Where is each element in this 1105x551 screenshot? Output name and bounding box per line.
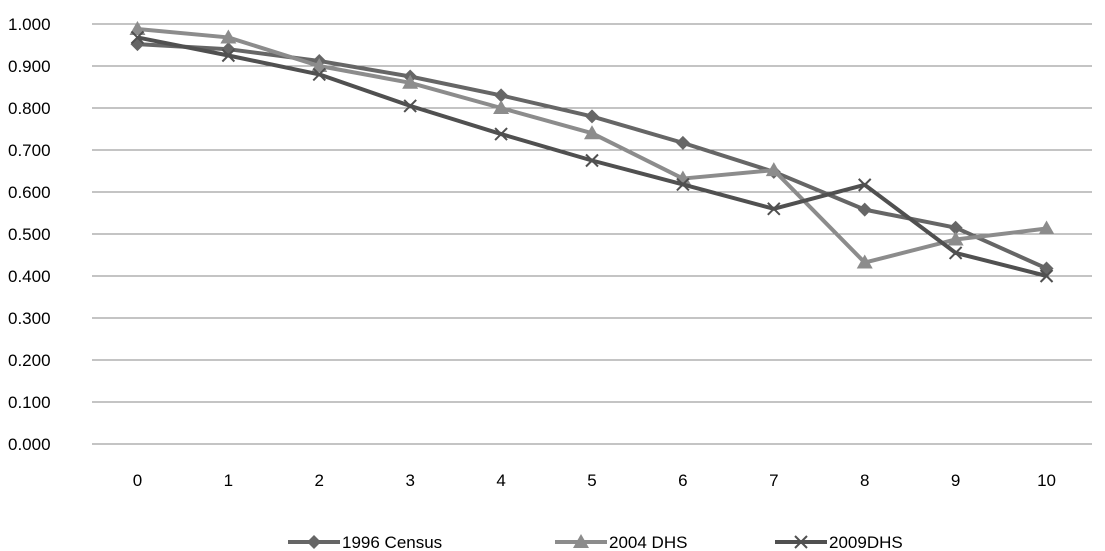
x-tick-label: 9 xyxy=(951,471,960,490)
x-tick-label: 8 xyxy=(860,471,869,490)
x-tick-label: 2 xyxy=(315,471,324,490)
data-point xyxy=(765,162,782,177)
y-tick-label: 0.000 xyxy=(8,435,51,454)
series-2004-dhs xyxy=(129,21,1055,269)
data-point xyxy=(858,178,872,192)
y-tick-label: 0.400 xyxy=(8,267,51,286)
x-tick-label: 3 xyxy=(405,471,414,490)
legend-item: 2009DHS xyxy=(775,533,903,551)
y-tick-label: 0.300 xyxy=(8,309,51,328)
x-tick-label: 5 xyxy=(587,471,596,490)
legend-label: 2004 DHS xyxy=(609,533,687,551)
series-1996-census xyxy=(130,37,1054,276)
data-point xyxy=(129,21,146,36)
data-point xyxy=(948,220,963,235)
x-tick-label: 10 xyxy=(1037,471,1056,490)
y-tick-label: 0.800 xyxy=(8,99,51,118)
y-tick-label: 0.500 xyxy=(8,225,51,244)
legend-label: 2009DHS xyxy=(829,533,903,551)
legend: 1996 Census 2004 DHS 2009DHS xyxy=(288,533,903,551)
y-tick-label: 1.000 xyxy=(8,15,51,34)
legend-marker xyxy=(307,535,321,549)
data-point xyxy=(676,177,690,192)
data-point xyxy=(767,202,781,216)
data-point xyxy=(494,127,508,141)
y-tick-label: 0.600 xyxy=(8,183,51,202)
data-point xyxy=(675,135,690,150)
data-point xyxy=(403,99,417,113)
series-lines xyxy=(129,21,1055,283)
data-point xyxy=(584,125,600,140)
data-point xyxy=(1038,220,1055,235)
data-point xyxy=(857,202,872,217)
legend-item: 1996 Census xyxy=(288,533,442,551)
series-line xyxy=(137,42,1048,271)
gridlines xyxy=(92,23,1092,445)
data-point xyxy=(312,67,326,82)
data-point xyxy=(493,100,510,114)
x-tick-label: 1 xyxy=(224,471,233,490)
data-point xyxy=(856,254,873,269)
data-point xyxy=(948,246,963,260)
x-axis-tick-labels: 0 1 2 3 4 5 6 7 8 9 10 xyxy=(133,471,1056,490)
x-tick-label: 6 xyxy=(678,471,687,490)
data-point xyxy=(585,109,599,124)
y-tick-label: 0.200 xyxy=(8,351,51,370)
data-point xyxy=(311,58,328,72)
y-tick-label: 0.900 xyxy=(8,57,51,76)
legend-marker xyxy=(573,534,589,548)
x-tick-label: 4 xyxy=(496,471,505,490)
data-point xyxy=(1039,269,1054,283)
data-point xyxy=(494,88,509,103)
x-tick-label: 0 xyxy=(133,471,142,490)
y-tick-label: 0.100 xyxy=(8,393,51,412)
legend-item: 2004 DHS xyxy=(555,533,687,551)
data-point xyxy=(221,48,236,63)
y-tick-label: 0.700 xyxy=(8,141,51,160)
series-line xyxy=(137,35,1048,278)
legend-marker xyxy=(794,535,808,549)
data-point xyxy=(402,74,419,89)
data-point xyxy=(947,231,964,246)
legend-label: 1996 Census xyxy=(342,533,442,551)
data-point xyxy=(130,30,145,45)
y-axis-tick-labels: 0.000 0.100 0.200 0.300 0.400 0.500 0.600 0.700… xyxy=(8,15,51,454)
data-point xyxy=(220,29,237,44)
x-tick-label: 7 xyxy=(769,471,778,490)
data-point xyxy=(585,153,599,168)
series-2009dhs xyxy=(130,30,1054,283)
